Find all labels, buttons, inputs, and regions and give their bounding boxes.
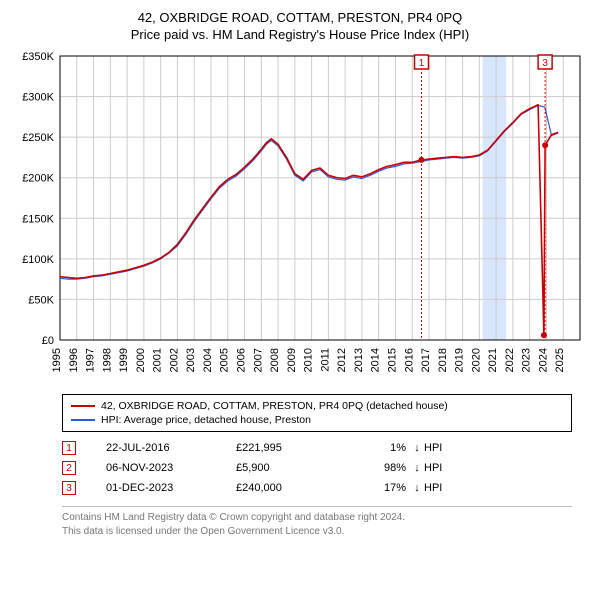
svg-text:£100K: £100K [22,254,54,266]
chart-title-address: 42, OXBRIDGE ROAD, COTTAM, PRESTON, PR4 … [10,10,590,25]
svg-text:2012: 2012 [336,348,348,372]
svg-text:2025: 2025 [554,348,566,372]
down-arrow-icon: ↓ [410,442,424,454]
sale-row: 2 06-NOV-2023£5,90098%↓HPI [62,458,572,478]
down-arrow-icon: ↓ [410,462,424,474]
legend: 42, OXBRIDGE ROAD, COTTAM, PRESTON, PR4 … [62,394,572,432]
svg-text:3: 3 [542,58,548,69]
svg-text:2014: 2014 [370,348,382,372]
sale-hpi-label: HPI [424,462,442,474]
svg-text:£350K: £350K [22,51,54,63]
footer-line-2: This data is licensed under the Open Gov… [62,525,572,539]
svg-text:1995: 1995 [51,348,63,372]
svg-text:1996: 1996 [68,348,80,372]
chart-svg: £0 £50K £100K £150K £200K £250K £300K £350K 1995… [10,48,590,388]
svg-text:1: 1 [419,58,425,69]
svg-text:2011: 2011 [319,348,331,372]
svg-text:2000: 2000 [135,348,147,372]
svg-text:£200K: £200K [22,173,54,185]
sales-table: 122-JUL-2016£221,9951%↓HPI206-NOV-2023£5… [62,438,572,498]
svg-text:£50K: £50K [28,294,54,306]
sale-date: 06-NOV-2023 [106,462,236,474]
price-chart: £0 £50K £100K £150K £200K £250K £300K £350K 1995… [10,48,590,388]
svg-text:1999: 1999 [118,348,130,372]
svg-text:2009: 2009 [286,348,298,372]
legend-item: 42, OXBRIDGE ROAD, COTTAM, PRESTON, PR4 … [71,399,563,413]
sale-marker: 2 [62,461,76,475]
svg-text:2021: 2021 [487,348,499,372]
sale-hpi-label: HPI [424,482,442,494]
svg-text:2001: 2001 [152,348,164,372]
sale-delta: 1% [346,442,410,454]
svg-text:2004: 2004 [202,348,214,372]
svg-text:2007: 2007 [252,348,264,372]
sale-hpi-label: HPI [424,442,442,454]
svg-text:2010: 2010 [303,348,315,372]
svg-text:2005: 2005 [219,348,231,372]
svg-text:£300K: £300K [22,92,54,104]
svg-text:2024: 2024 [537,348,549,372]
svg-text:2023: 2023 [521,348,533,372]
sale-delta: 17% [346,482,410,494]
svg-text:2018: 2018 [437,348,449,372]
sale-price: £221,995 [236,442,346,454]
svg-text:1998: 1998 [101,348,113,372]
legend-item: HPI: Average price, detached house, Pres… [71,413,563,427]
svg-text:2006: 2006 [236,348,248,372]
svg-text:1997: 1997 [85,348,97,372]
sale-date: 22-JUL-2016 [106,442,236,454]
sale-price: £5,900 [236,462,346,474]
sale-date: 01-DEC-2023 [106,482,236,494]
sale-row: 1 22-JUL-2016£221,9951%↓HPI [62,438,572,458]
legend-label: 42, OXBRIDGE ROAD, COTTAM, PRESTON, PR4 … [101,400,448,412]
svg-text:2003: 2003 [185,348,197,372]
svg-text:2017: 2017 [420,348,432,372]
sale-price: £240,000 [236,482,346,494]
svg-text:2016: 2016 [403,348,415,372]
svg-text:2015: 2015 [386,348,398,372]
legend-swatch [71,419,95,421]
svg-text:£0: £0 [42,335,54,347]
footer-line-1: Contains HM Land Registry data © Crown c… [62,511,572,525]
svg-text:2022: 2022 [504,348,516,372]
svg-text:2008: 2008 [269,348,281,372]
svg-text:2013: 2013 [353,348,365,372]
attribution-footer: Contains HM Land Registry data © Crown c… [62,506,572,538]
legend-swatch [71,405,95,407]
sale-marker: 3 [62,481,76,495]
sale-marker: 1 [62,441,76,455]
down-arrow-icon: ↓ [410,482,424,494]
svg-text:2020: 2020 [470,348,482,372]
svg-text:£250K: £250K [22,132,54,144]
svg-text:£150K: £150K [22,213,54,225]
sale-row: 3 01-DEC-2023£240,00017%↓HPI [62,478,572,498]
sale-delta: 98% [346,462,410,474]
legend-label: HPI: Average price, detached house, Pres… [101,414,311,426]
chart-subtitle: Price paid vs. HM Land Registry's House … [10,27,590,42]
svg-text:2019: 2019 [454,348,466,372]
svg-text:2002: 2002 [168,348,180,372]
